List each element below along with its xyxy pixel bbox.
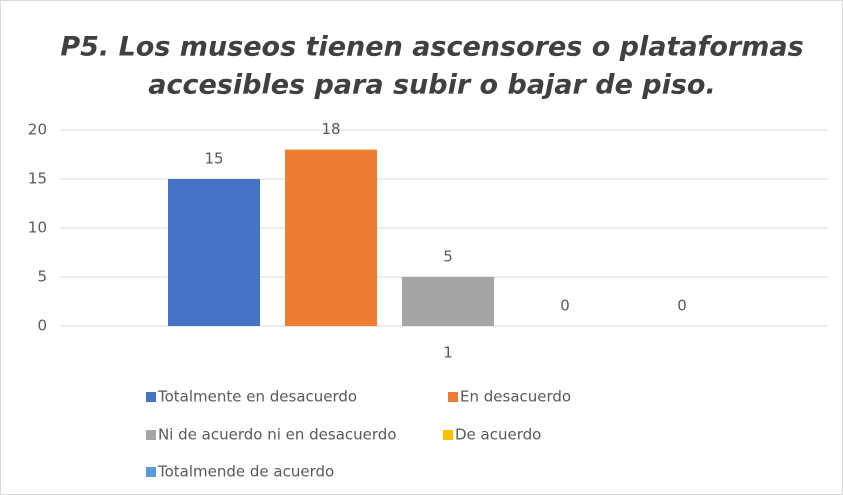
legend-label: Totalmende de acuerdo [157, 463, 334, 481]
y-tick-label: 5 [37, 268, 47, 286]
y-tick-label: 20 [28, 121, 47, 139]
bar [168, 179, 260, 326]
data-label: 18 [321, 120, 340, 138]
legend-swatch [146, 392, 156, 402]
legend-swatch [146, 430, 156, 440]
legend-label: De acuerdo [455, 426, 541, 444]
y-tick-label: 10 [28, 219, 47, 237]
bar [285, 149, 377, 326]
y-tick-label: 15 [28, 170, 47, 188]
data-label: 15 [204, 150, 223, 168]
legend-label: Totalmente en desacuerdo [157, 388, 357, 406]
legend-swatch [146, 467, 156, 477]
x-tick-label: 1 [443, 344, 453, 362]
y-tick-label: 0 [37, 317, 47, 335]
legend-swatch [443, 430, 453, 440]
bar [402, 277, 494, 326]
legend-swatch [448, 392, 458, 402]
data-label: 0 [677, 297, 687, 315]
legend-label: Ni de acuerdo ni en desacuerdo [158, 426, 397, 444]
chart-title-line: P5. Los museos tienen ascensores o plata… [60, 32, 803, 63]
chart-title-line: accesibles para subir o bajar de piso. [148, 70, 716, 101]
data-label: 0 [560, 297, 570, 315]
legend-label: En desacuerdo [460, 388, 571, 406]
data-label: 5 [443, 248, 453, 266]
